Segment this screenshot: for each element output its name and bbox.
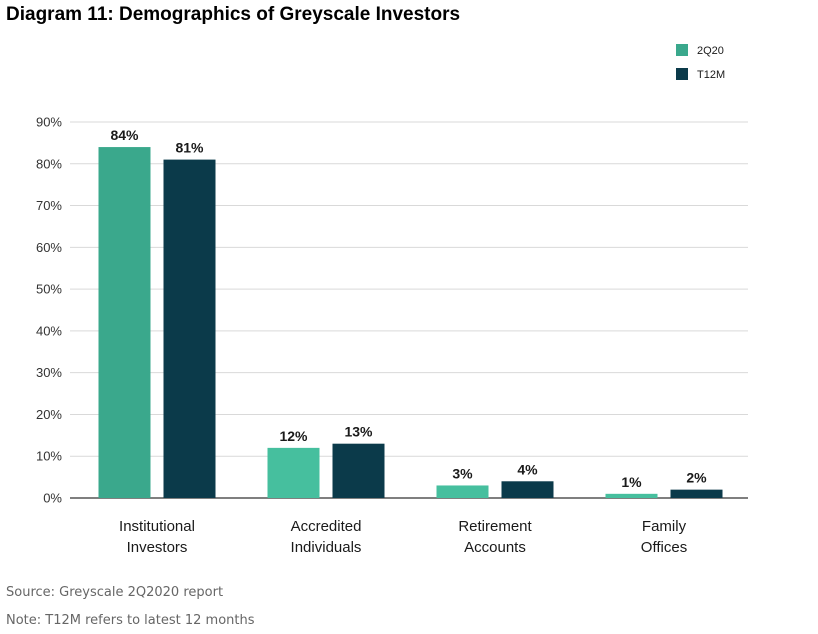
y-tick-label: 50%: [36, 282, 62, 297]
x-tick-label: Offices: [641, 539, 687, 556]
y-tick-label: 40%: [36, 323, 62, 338]
bar: [605, 493, 658, 498]
bar: [267, 447, 320, 498]
value-label: 2%: [686, 470, 707, 486]
y-tick-label: 10%: [36, 449, 62, 464]
value-label: 81%: [175, 140, 204, 156]
legend-item-2q20: 2Q20: [676, 44, 724, 57]
y-axis-ticks: 0% 10% 20% 30% 40% 50% 60% 70% 80% 90%: [36, 115, 62, 506]
bars: [98, 147, 723, 499]
legend-swatch-2q20: [676, 44, 688, 56]
y-tick-label: 60%: [36, 240, 62, 255]
legend-swatch-t12m: [676, 68, 688, 80]
value-label: 3%: [452, 465, 473, 481]
value-label: 12%: [279, 428, 308, 444]
value-label: 1%: [621, 474, 642, 490]
x-tick-label: Family: [642, 518, 687, 535]
y-tick-label: 0%: [43, 491, 62, 506]
legend-label-2q20: 2Q20: [697, 45, 724, 57]
bar: [436, 485, 489, 498]
y-tick-label: 80%: [36, 156, 62, 171]
x-tick-label: Retirement: [458, 518, 532, 535]
x-tick-label: Investors: [127, 539, 188, 556]
bar: [163, 159, 216, 498]
bar: [332, 443, 385, 498]
value-labels: 84% 81% 12% 13% 3% 4% 1% 2%: [110, 127, 707, 490]
source-note: Source: Greyscale 2Q2020 report: [6, 585, 224, 600]
legend-item-t12m: T12M: [676, 68, 725, 81]
x-axis-ticks: Institutional Investors Accredited Individu…: [119, 518, 687, 556]
y-tick-label: 30%: [36, 365, 62, 380]
y-tick-label: 90%: [36, 115, 62, 130]
x-tick-label: Accounts: [464, 539, 526, 556]
bar: [98, 147, 151, 499]
chart-title: Diagram 11: Demographics of Greyscale In…: [6, 4, 461, 25]
value-label: 84%: [110, 127, 139, 143]
bar: [501, 481, 554, 498]
y-tick-label: 70%: [36, 198, 62, 213]
legend-label-t12m: T12M: [697, 69, 726, 81]
x-tick-label: Individuals: [291, 539, 362, 556]
x-tick-label: Institutional: [119, 518, 195, 535]
value-label: 13%: [344, 424, 373, 440]
value-label: 4%: [517, 461, 538, 477]
x-tick-label: Accredited: [291, 518, 362, 535]
y-tick-label: 20%: [36, 407, 62, 422]
bar: [670, 489, 723, 498]
footnote: Note: T12M refers to latest 12 months: [6, 613, 255, 628]
bar-chart: 0% 10% 20% 30% 40% 50% 60% 70% 80% 90% 84% 81% 12% 1…: [36, 115, 748, 556]
